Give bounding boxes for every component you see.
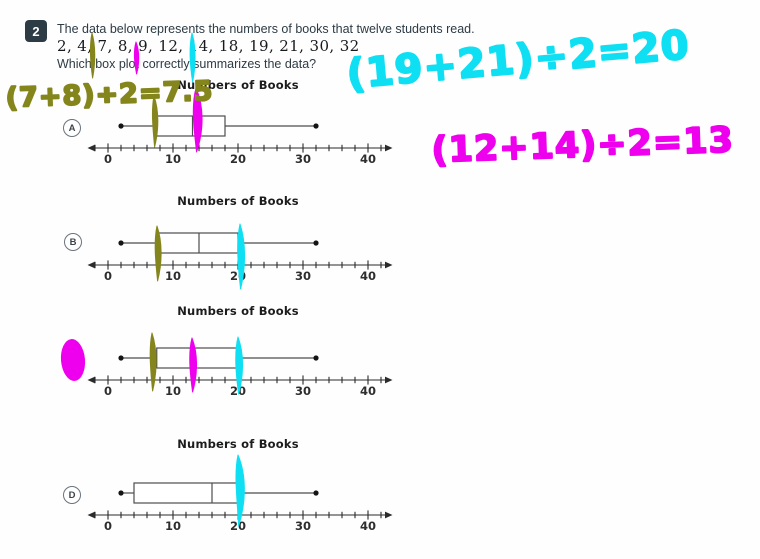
question-prompt-2: Which box plot correctly summarizes the … [57, 57, 317, 71]
axis-tick-label: 20 [230, 152, 246, 166]
option-b-button[interactable]: B [64, 233, 82, 251]
box-plot-d: 0 10 20 30 40 [87, 482, 393, 533]
answer-option-d: Numbers of Books D 0 10 20 30 40 [0, 437, 760, 557]
axis-tick-label: 10 [165, 269, 181, 283]
axis-tick-label: 30 [295, 519, 311, 533]
axis-tick-label: 30 [295, 269, 311, 283]
axis-tick-label: 40 [360, 384, 376, 398]
option-d-button[interactable]: D [63, 486, 81, 504]
axis-tick-label: 30 [295, 384, 311, 398]
axis-tick-label: 0 [104, 519, 112, 533]
answer-option-a: Numbers of Books A 0 10 20 30 40 [0, 78, 760, 198]
question-number-badge: 2 [25, 20, 47, 42]
plot-title-c: Numbers of Books [177, 304, 299, 318]
axis-tick-label: 0 [104, 269, 112, 283]
box-plot-b: 0 10 20 30 40 [87, 232, 393, 283]
question-data-values: 2, 4, 7, 8, 9, 12, 14, 18, 19, 21, 30, 3… [57, 37, 360, 55]
axis-tick-label: 20 [230, 269, 246, 283]
plot-title-d: Numbers of Books [177, 437, 299, 451]
plot-title-a: Numbers of Books [177, 78, 299, 92]
question-text-block: The data below represents the numbers of… [57, 21, 537, 72]
option-a-button[interactable]: A [63, 119, 81, 137]
axis-tick-label: 0 [104, 152, 112, 166]
axis-tick-label: 40 [360, 519, 376, 533]
box-plot-c: 0 10 20 30 40 [87, 347, 393, 398]
axis-tick-label: 10 [165, 384, 181, 398]
axis-tick-label: 30 [295, 152, 311, 166]
axis-tick-label: 20 [230, 384, 246, 398]
axis-tick-label: 20 [230, 519, 246, 533]
box-plot-a: 0 10 20 30 40 [87, 115, 393, 166]
answer-option-b: Numbers of Books B 0 10 20 30 40 [0, 194, 760, 314]
plot-title-b: Numbers of Books [177, 194, 299, 208]
axis-tick-label: 40 [360, 152, 376, 166]
question-prompt: The data below represents the numbers of… [57, 22, 475, 36]
answer-option-c: Numbers of Books C 0 10 20 30 40 [0, 304, 760, 424]
axis-tick-label: 0 [104, 384, 112, 398]
axis-tick-label: 40 [360, 269, 376, 283]
axis-tick-label: 10 [165, 152, 181, 166]
axis-tick-label: 10 [165, 519, 181, 533]
option-c-button[interactable]: C [64, 349, 82, 367]
